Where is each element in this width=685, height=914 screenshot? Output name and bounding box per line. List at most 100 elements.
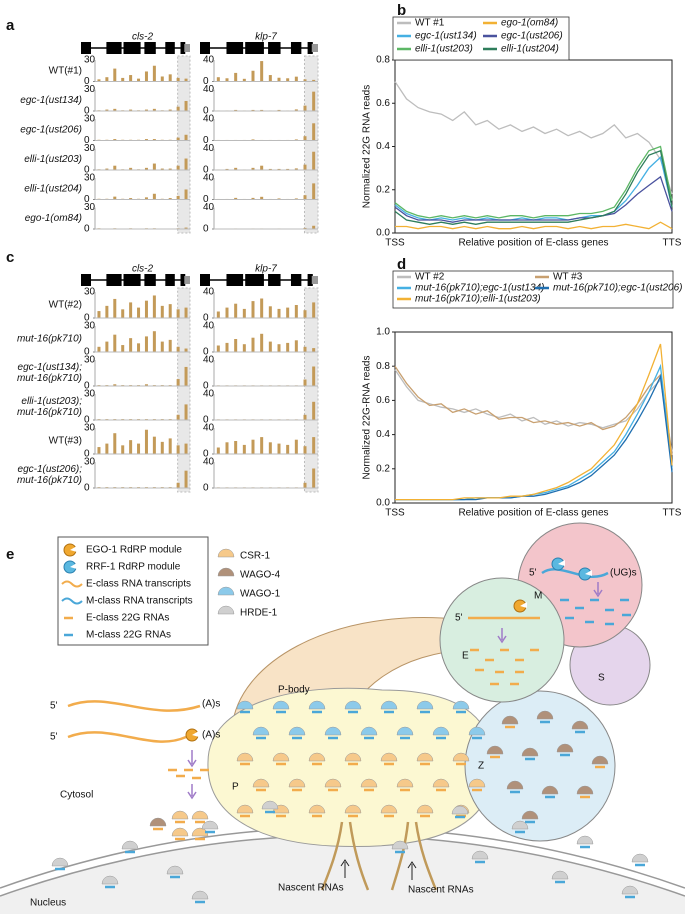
track-bar [312,401,316,420]
track-tick-label: 40 [203,423,215,434]
track-bar [184,366,188,386]
argonaute [432,726,450,736]
track-bar [113,384,117,386]
gene-utr [184,276,190,284]
argonaute [344,700,362,710]
nascent-rna [320,821,370,891]
argonaute [308,804,326,814]
track-bar [144,139,148,141]
track-bar [312,79,316,82]
legend-icon [61,597,83,605]
arrow [497,582,603,644]
track-bar [129,75,133,82]
track-bar [277,109,281,111]
series-line [394,156,673,221]
argonaute [432,778,450,788]
argonaute [236,804,254,814]
x-tick-label: TSS [385,508,405,519]
track-tick-label: 0 [84,135,90,146]
poly-a: (A)s [202,730,220,741]
track-bar [216,311,220,318]
track-bar [137,78,141,82]
gene-exon [165,274,175,286]
track-bar [121,77,125,82]
shaded-region [303,287,319,493]
track-bar [303,310,307,318]
y-tick-label: 0.4 [376,141,390,152]
track-bar [260,109,264,111]
gene-exon [200,42,210,54]
track-bar [234,441,238,454]
gene-exon [226,42,244,54]
argonaute [261,800,279,810]
panel-label: a [6,17,15,34]
track-bar [152,65,156,82]
track-bar [144,109,148,111]
five-prime: 5' [50,732,58,743]
track-tick-label: 0 [84,347,90,358]
track-bar [160,168,164,170]
argonaute [451,805,469,815]
nascent-label: Nascent RNAs [278,883,344,894]
y-tick-label: 0.0 [376,228,390,239]
shaded-region [177,55,191,234]
track-bar [176,482,180,488]
gene-exon [290,274,302,286]
track-tick-label: 0 [84,165,90,176]
argonaute [217,605,235,615]
track-tick-label: 0 [203,76,209,87]
rrf-notch [70,563,77,569]
track-bar [216,345,220,352]
track-bar [144,429,148,454]
track-tick-label: 30 [84,321,96,332]
legend-label: egc-1(ust134) [415,31,477,42]
gene-exon [245,274,264,286]
track-bar [176,106,180,111]
track-name: mut-16(pk710) [17,407,82,418]
e-transcript [67,700,201,743]
track-tick-label: 40 [203,389,215,400]
track-name: egc-1(ust206); [18,464,83,475]
argonaute [217,548,235,558]
track-bar [168,74,172,82]
track-tick-label: 30 [84,423,96,434]
track-bar [176,379,180,386]
legend-label: WT #2 [415,272,445,283]
track-bar [176,445,180,454]
gene-exon [180,42,186,54]
track-tick-label: 0 [203,415,209,426]
argonaute [576,785,594,795]
track-bar [137,307,141,318]
track-bar [144,384,148,386]
y-tick-label: 0.6 [376,98,390,109]
protein-label: WAGO-4 [240,570,281,581]
track-bar [294,439,298,454]
track-bar [225,168,229,170]
track-name: mut-16(pk710) [17,373,82,384]
track-tick-label: 30 [84,84,96,95]
track-bar [251,109,255,111]
legend-label: EGO-1 RdRP module [86,545,182,556]
track-bar [184,404,188,420]
argonaute [191,827,209,837]
legend-box [392,270,674,309]
track-tick-label: 0 [203,224,209,235]
track-bar [268,341,272,352]
track-bar [286,78,290,82]
track-tick-label: 0 [84,415,90,426]
track-bar [105,168,109,170]
argonaute [501,715,519,725]
track-tick-label: 30 [84,457,96,468]
track-bar [242,308,246,318]
track-bar [137,443,141,454]
arrow [187,750,197,800]
gene-exon [226,274,244,286]
track-bar [105,305,109,318]
track-tick-label: 40 [203,321,215,332]
argonaute [576,835,594,845]
argonaute [416,700,434,710]
track-bar [225,78,229,82]
legend-label: M-class RNA transcripts [86,596,193,607]
gene-exon [268,274,281,286]
gene-exon [81,42,91,54]
